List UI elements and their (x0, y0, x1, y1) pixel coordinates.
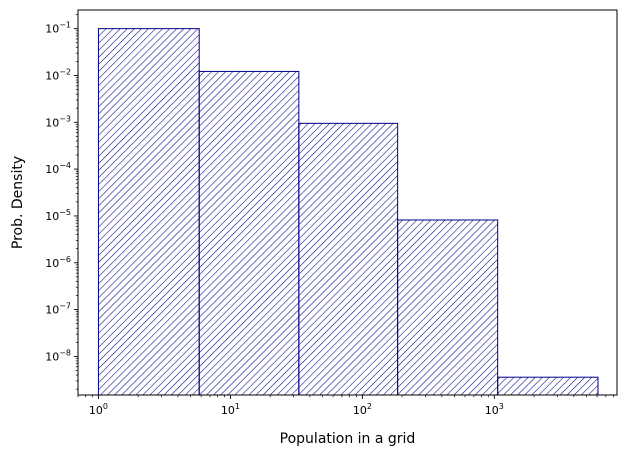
y-tick-label-0: 10−8 (45, 348, 71, 363)
labels-layer: 100 101 102 103 10−8 10−7 10−6 10−5 10−4 10−3 10−2… (45, 21, 504, 417)
x-tick-label-1: 101 (221, 402, 240, 417)
x-tick-label-3: 103 (485, 402, 504, 417)
x-axis-title: Population in a grid (280, 431, 416, 447)
y-tick-label-3: 10−5 (45, 208, 71, 223)
bars-layer (97, 28, 599, 396)
y-tick-label-6: 10−2 (45, 67, 71, 82)
plot-frame (77, 9, 618, 396)
histogram-bar-4 (397, 219, 499, 396)
histogram-bar-1 (97, 28, 200, 396)
y-tick-label-5: 10−3 (45, 114, 71, 129)
histogram-bar-2 (198, 70, 300, 396)
x-tick-label-0: 100 (89, 402, 108, 417)
y-tick-label-7: 10−1 (45, 21, 71, 36)
x-tick-label-2: 102 (353, 402, 372, 417)
histogram-bar-5 (497, 376, 599, 396)
y-axis-title: Prob. Density (10, 156, 26, 249)
y-tick-label-4: 10−4 (45, 161, 71, 176)
y-tick-label-1: 10−7 (45, 302, 71, 317)
y-tick-label-2: 10−6 (45, 255, 71, 270)
histogram-bar-3 (298, 122, 399, 396)
